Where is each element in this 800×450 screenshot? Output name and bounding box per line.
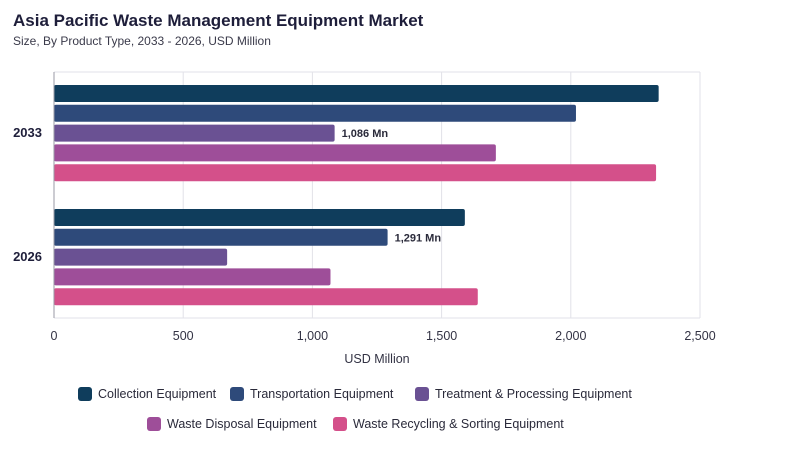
legend-item: Waste Recycling & Sorting Equipment — [333, 417, 564, 431]
legend-label: Treatment & Processing Equipment — [435, 387, 632, 401]
legend-swatch — [78, 387, 92, 401]
x-tick-label: 2,000 — [555, 329, 586, 343]
legend-label: Waste Recycling & Sorting Equipment — [353, 417, 564, 431]
y-category-label: 2026 — [13, 249, 42, 264]
legend-swatch — [230, 387, 244, 401]
bar — [54, 268, 331, 286]
legend-item: Waste Disposal Equipment — [147, 417, 317, 431]
bar — [54, 248, 228, 266]
bar — [54, 144, 496, 162]
legend-label: Waste Disposal Equipment — [167, 417, 317, 431]
legend-item: Collection Equipment — [78, 387, 216, 401]
chart-title: Asia Pacific Waste Management Equipment … — [13, 11, 424, 30]
bar — [54, 85, 659, 102]
legend-item: Transportation Equipment — [230, 387, 393, 401]
bar — [54, 124, 335, 142]
x-tick-label: 0 — [51, 329, 58, 343]
data-labels: 1,086 Mn 1,291 Mn — [342, 128, 442, 244]
x-tick-label: 2,500 — [684, 329, 715, 343]
y-category-label: 2033 — [13, 125, 42, 140]
legend-swatch — [147, 417, 161, 431]
bar — [54, 104, 576, 122]
bar — [54, 209, 465, 226]
legend-swatch — [415, 387, 429, 401]
bar — [54, 288, 478, 306]
data-label: 1,086 Mn — [342, 128, 389, 140]
bar-series — [54, 85, 659, 306]
bar — [54, 228, 388, 246]
legend-label: Transportation Equipment — [250, 387, 394, 401]
x-tick-label: 1,500 — [426, 329, 457, 343]
x-tick-label: 500 — [173, 329, 194, 343]
legend-swatch — [333, 417, 347, 431]
x-axis-title: USD Million — [344, 352, 409, 366]
axes: 0 500 1,000 1,500 2,000 2,500 USD Million 2033 2… — [13, 72, 716, 366]
legend-item: Treatment & Processing Equipment — [415, 387, 632, 401]
x-tick-label: 1,000 — [297, 329, 328, 343]
bar — [54, 164, 657, 182]
chart-subtitle: Size, By Product Type, 2033 - 2026, USD … — [13, 34, 271, 48]
legend-label: Collection Equipment — [98, 387, 217, 401]
data-label: 1,291 Mn — [395, 232, 442, 244]
